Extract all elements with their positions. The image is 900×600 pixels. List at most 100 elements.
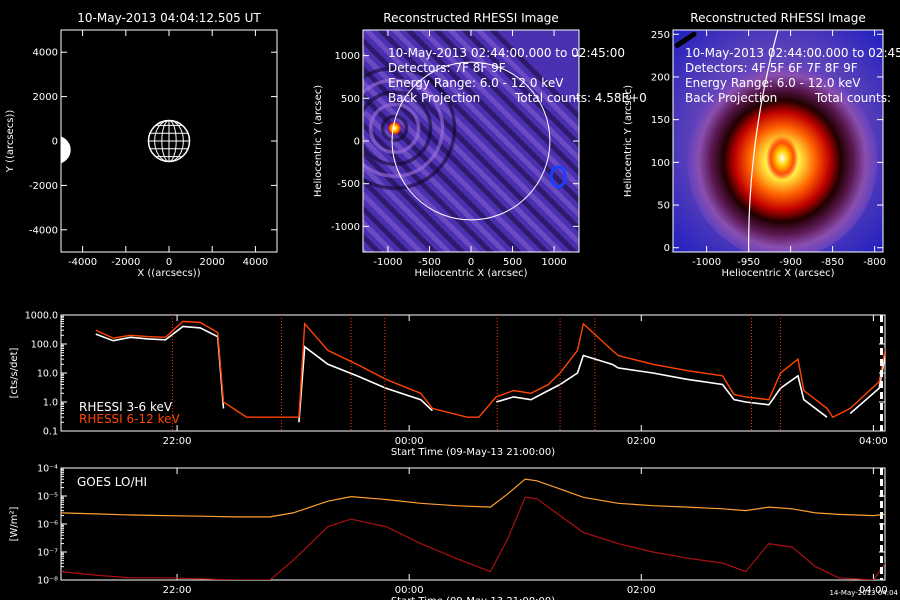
fringe-band: [418, 30, 579, 191]
fringe-band: [363, 37, 578, 252]
panel-2-xtick-label: -1000: [373, 257, 402, 268]
fringe-band: [390, 30, 579, 219]
panel-4-ytick-label: 100.0: [31, 340, 58, 351]
panel-5-ylabel: [W/m²]: [9, 506, 20, 541]
panel-2-annotation: Back Projection: [388, 91, 480, 105]
corner-mark: [674, 31, 697, 48]
panel-2-ytick-label: 1000: [335, 51, 360, 62]
series-1-line: [95, 325, 885, 423]
panel-4-xtick-label: 22:00: [163, 436, 192, 447]
panel-5-ytick-label: 10⁻⁸: [37, 576, 58, 587]
panel-2-ytick-label: 0: [354, 137, 360, 148]
panel-4-ytick-label: 1.0: [43, 398, 58, 409]
panel-1-ylabel: Y ((arcsecs)): [5, 110, 16, 174]
panel-3-xtick-label: -1000: [692, 257, 721, 268]
panel-3-annotation: 10-May-2013 02:44:00.000 to 02:45:00: [685, 46, 900, 60]
panel-5-xtick-label: 02:00: [627, 585, 656, 596]
panel-2-ytick-label: -500: [337, 179, 360, 190]
panel-5-ytick-label: 10⁻⁵: [37, 492, 58, 503]
panel-2-xlabel: Heliocentric X (arcsec): [414, 268, 527, 279]
fringe-ring: [363, 78, 445, 178]
panel-5-xtick-label: 22:00: [163, 585, 192, 596]
sun-globe: [147, 119, 191, 163]
fringe-band: [363, 177, 438, 252]
panel-4-xlabel: Start Time (09-May-13 21:00:00): [391, 447, 555, 458]
fringe-band: [363, 30, 579, 247]
panel-3-frame: [672, 29, 884, 253]
panel-2-xtick-label: 1000: [541, 257, 566, 268]
panel-3-annotation: Total counts:: [814, 91, 891, 105]
fringe-band: [363, 79, 536, 252]
fringe-band: [404, 30, 579, 205]
panel-3-ytick-label: 100: [651, 158, 670, 169]
series-2-line: [95, 320, 885, 419]
panel-5-background: [61, 468, 885, 580]
fringe-ring: [363, 90, 433, 166]
fringe-band: [363, 219, 396, 252]
fringe-band: [363, 149, 466, 252]
fringe-band: [363, 163, 452, 252]
solar-limb: [391, 61, 551, 221]
panel-3-xtick-label: -850: [821, 257, 844, 268]
panel-3-ylabel: Heliocentric Y (arcsec): [623, 85, 634, 197]
panel-3-xtick-label: -900: [779, 257, 802, 268]
fringe-ring: [380, 114, 409, 142]
fringe-ring: [368, 102, 421, 154]
fringe-band: [376, 30, 579, 233]
panel-4-xtick-label: 00:00: [395, 436, 424, 447]
panel-3-xlabel: Heliocentric X (arcsec): [721, 268, 834, 279]
fringe-band: [363, 135, 480, 252]
source-core: [766, 136, 799, 181]
panel-3-image: [673, 30, 883, 252]
panel-4-xtick-label: 04:00: [859, 436, 888, 447]
panel-1-ytick-label: -2000: [29, 181, 58, 192]
panel-3-annotation: Detectors: 4F 5F 6F 7F 8F 9F: [685, 61, 858, 75]
legend-entry-2: RHESSI 6-12 keV: [79, 412, 180, 426]
panel-3-ytick-label: 50: [657, 201, 670, 212]
panel-2-image: [363, 30, 579, 252]
fringe-band: [363, 121, 494, 252]
panel-5-xlabel: Start Time (09-May-13 21:00:00): [391, 596, 555, 600]
panel-4-xtick-label: 02:00: [627, 436, 656, 447]
panel-3-ytick-label: 200: [651, 72, 670, 83]
panel-1-xtick-label: -2000: [111, 257, 140, 268]
panel-4-ytick-label: 1000.0: [25, 311, 58, 322]
panel-1-ytick-label: 4000: [33, 48, 58, 59]
panel-2-xtick-label: 0: [468, 257, 474, 268]
panel-3-ytick-label: 0: [664, 243, 670, 254]
panel-2-xtick-label: -500: [418, 257, 441, 268]
panel-2-title: Reconstructed RHESSI Image: [383, 11, 558, 25]
earth-disk: [61, 136, 71, 164]
panel-4-plot-area: [95, 315, 885, 431]
panel-5-ytick-label: 10⁻⁷: [37, 548, 58, 559]
panel-5-xtick-label: 00:00: [395, 585, 424, 596]
panel-3-title: Reconstructed RHESSI Image: [690, 11, 865, 25]
fringe-band: [432, 30, 579, 177]
panel-2-annotation: Detectors: 7F 8F 9F: [388, 61, 506, 75]
fringe-band: [363, 51, 564, 252]
hxr-source: [387, 121, 402, 136]
panel-2-ytick-label: -1000: [331, 222, 360, 233]
panel-5-xtick-label: 04:00: [859, 585, 888, 596]
panel-1-ytick-label: 2000: [33, 92, 58, 103]
panel-5-ytick-label: 10⁻⁴: [37, 464, 58, 475]
panel-4-background: [61, 315, 885, 431]
panel-2-ylabel: Heliocentric Y (arcsec): [313, 85, 324, 197]
fringe-band: [363, 65, 550, 252]
fringe-band: [474, 30, 579, 135]
panel-1-xtick-label: 4000: [243, 257, 268, 268]
panel-1-title: 10-May-2013 04:04:12.505 UT: [77, 11, 261, 25]
solar-limb: [748, 30, 779, 252]
panel-1-ytick-label: 0: [52, 137, 58, 148]
panel-3-ytick-label: 250: [651, 30, 670, 41]
panel-1-ytick-label: -4000: [29, 225, 58, 236]
fringe-band: [363, 205, 410, 252]
panel-2-annotation: 10-May-2013 02:44:00.000 to 02:45:00: [388, 46, 625, 60]
panel-2-xtick-label: 500: [503, 257, 522, 268]
panel-3-xtick-label: -800: [863, 257, 886, 268]
panel-1-xlabel: X ((arcsecs)): [137, 268, 200, 279]
footer-timestamp: 14-May-2013 04:04: [829, 589, 898, 597]
panel-3-annotation: Energy Range: 6.0 - 12.0 keV: [685, 76, 861, 90]
panel-2-ytick-label: 500: [341, 94, 360, 105]
